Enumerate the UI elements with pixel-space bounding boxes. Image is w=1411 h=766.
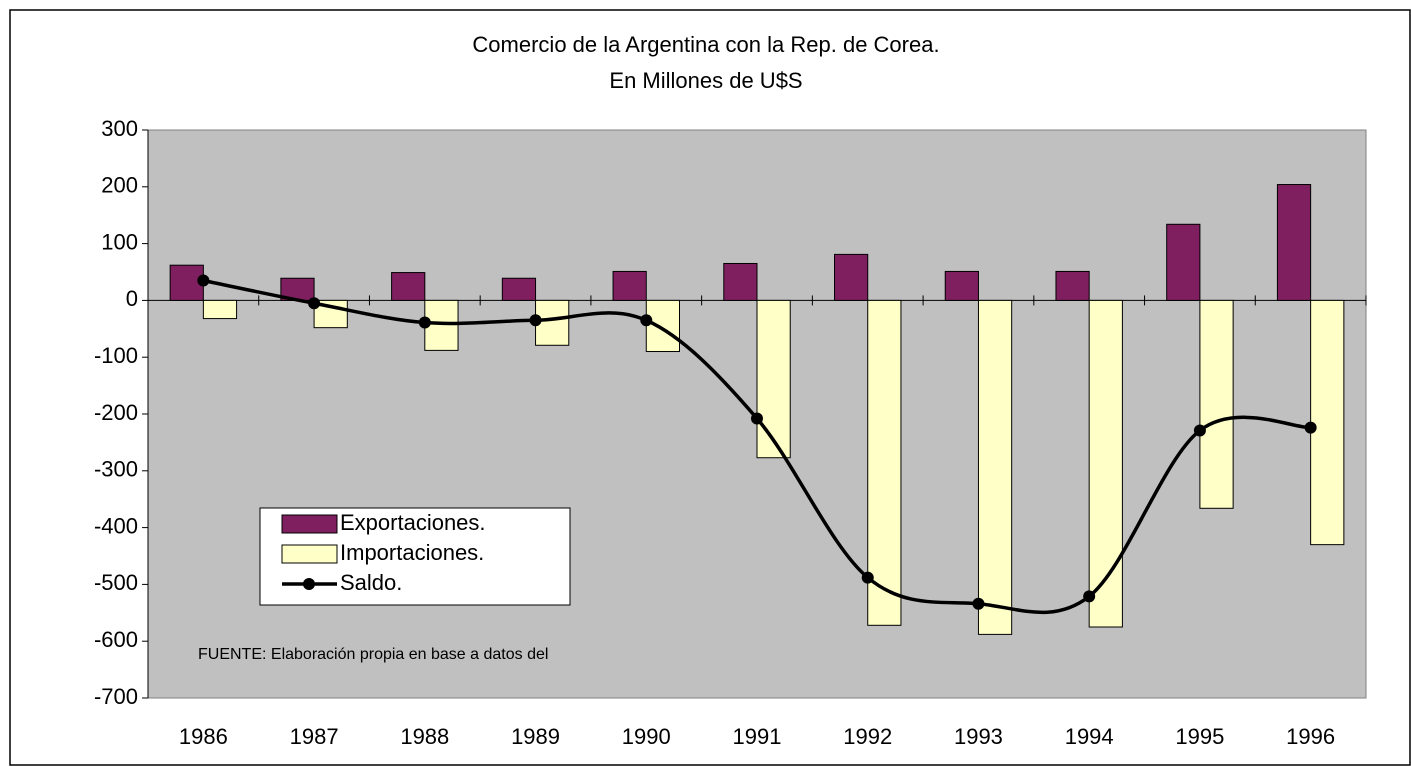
- bar: [1088, 299, 1123, 628]
- legend-swatch: [281, 514, 338, 534]
- bar: [1276, 184, 1312, 301]
- x-tick-label: 1992: [843, 724, 892, 749]
- y-tick-label: 300: [101, 116, 138, 141]
- bar: [1055, 270, 1090, 301]
- legend-label: Saldo.: [340, 570, 402, 595]
- x-tick-label: 1991: [733, 724, 782, 749]
- line-marker: [751, 412, 763, 425]
- x-tick-label: 1988: [400, 724, 449, 749]
- bar: [944, 270, 979, 301]
- y-tick-label: -100: [94, 343, 138, 368]
- legend-marker: [303, 578, 315, 590]
- x-tick-label: 1995: [1175, 724, 1224, 749]
- x-tick-label: 1987: [290, 724, 339, 749]
- x-tick-label: 1989: [511, 724, 560, 749]
- x-tick-label: 1990: [622, 724, 671, 749]
- legend-label: Exportaciones.: [340, 510, 486, 535]
- y-tick-label: -600: [94, 627, 138, 652]
- line-marker: [861, 571, 874, 584]
- y-tick-label: 0: [126, 286, 138, 311]
- bar: [202, 299, 238, 320]
- bar: [867, 299, 902, 626]
- line-marker: [529, 314, 542, 327]
- y-tick-label: -300: [94, 457, 138, 482]
- bar: [424, 299, 459, 351]
- bar: [1199, 299, 1234, 509]
- line-marker: [197, 274, 210, 287]
- y-tick-label: 100: [101, 229, 138, 254]
- bar: [535, 299, 570, 346]
- y-tick-label: 200: [101, 173, 138, 198]
- bar: [645, 299, 680, 353]
- y-tick-label: -200: [94, 400, 138, 425]
- bar: [612, 270, 647, 301]
- y-tick-label: -700: [94, 684, 138, 709]
- legend-label: Importaciones.: [340, 540, 484, 565]
- line-marker: [308, 297, 321, 310]
- annotation: FUENTE: Elaboración propia en base a dat…: [198, 646, 548, 663]
- y-tick-label: -500: [94, 570, 138, 595]
- line-marker: [1304, 421, 1317, 434]
- line-marker: [972, 597, 985, 610]
- x-tick-label: 1993: [954, 724, 1003, 749]
- line: [203, 278, 1311, 615]
- x-tick-label: 1986: [179, 724, 228, 749]
- x-tick-label: 1994: [1065, 724, 1114, 749]
- bar: [501, 277, 537, 301]
- chart-title: Comercio de la Argentina con la Rep. de …: [472, 32, 939, 57]
- legend-swatch: [281, 544, 338, 564]
- bar: [756, 299, 791, 459]
- bar: [1166, 223, 1201, 301]
- bar: [977, 299, 1013, 635]
- bar: [723, 262, 758, 301]
- bar: [1310, 299, 1345, 546]
- x-tick-label: 1996: [1286, 724, 1335, 749]
- y-tick-label: -400: [94, 513, 138, 538]
- line-marker: [640, 314, 653, 327]
- line-marker: [418, 316, 431, 329]
- bar: [391, 272, 426, 301]
- chart-subtitle: En Millones de U$S: [609, 68, 802, 93]
- line-marker: [1083, 590, 1096, 603]
- bar: [834, 253, 869, 301]
- line-marker: [1193, 424, 1206, 437]
